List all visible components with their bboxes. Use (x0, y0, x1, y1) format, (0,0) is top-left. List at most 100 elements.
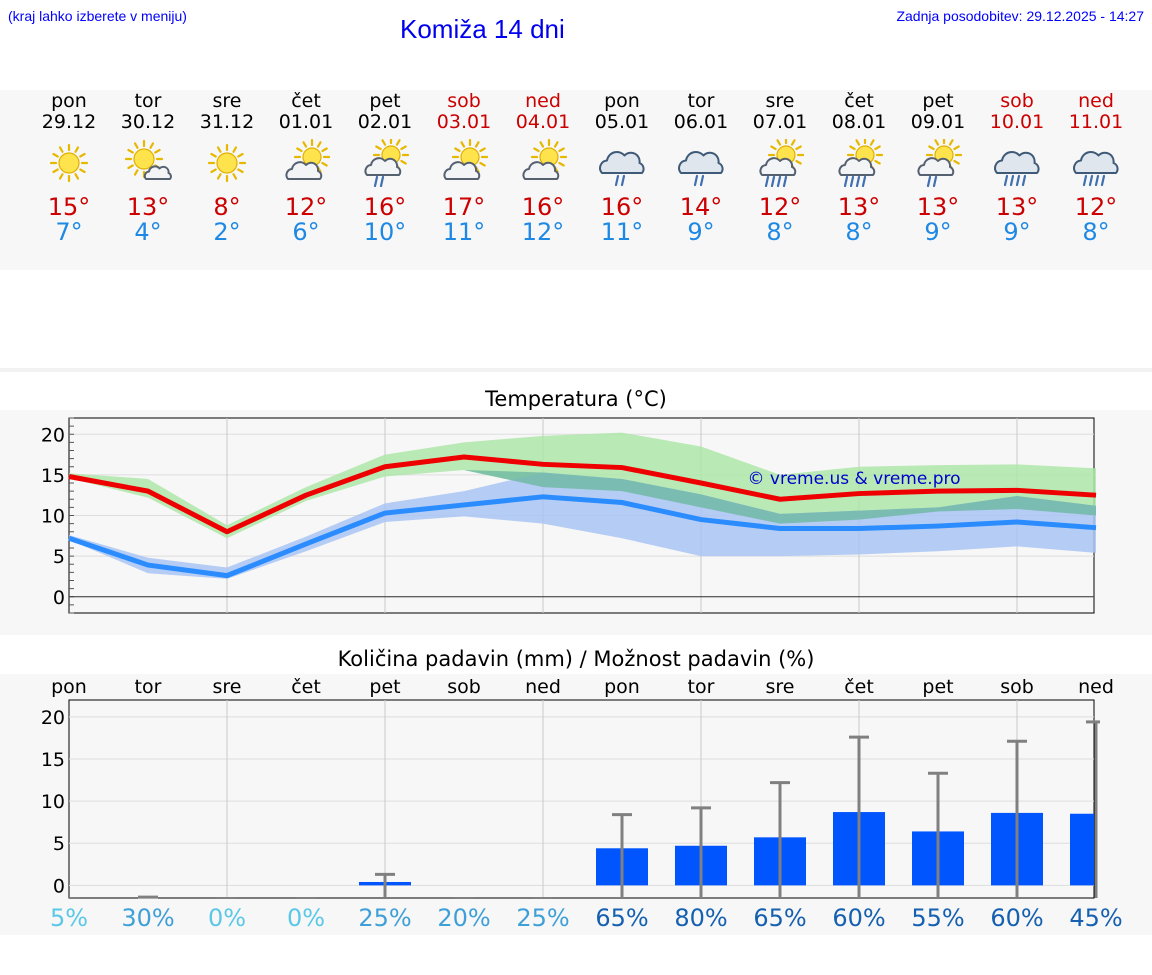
max-temperature: 12° (758, 193, 802, 221)
min-temperature: 8° (766, 218, 794, 246)
page-title: Komiža 14 dni (400, 14, 565, 44)
daily-forecast-strip: pon 29.12 15° 7° tor 30.12 13° 4° sre 31.12 8° 2° če… (0, 90, 1152, 270)
sunny-icon (207, 143, 247, 183)
temperature-chart-panel: 0 5 10 15 20 © vreme.us & vreme.pro (0, 410, 1152, 635)
max-temperature: 13° (916, 193, 960, 221)
min-temperature: 8° (1082, 218, 1110, 246)
temperature-chart: 0 5 10 15 20 © vreme.us & vreme.pro (41, 417, 1097, 614)
min-temperature: 9° (924, 218, 952, 246)
min-temperature: 6° (292, 218, 320, 246)
temperature-chart-title: Temperatura (°C) (485, 387, 667, 411)
day-name: pon (604, 90, 640, 112)
precipitation-chance: 65% (753, 904, 806, 932)
precipitation-chance: 25% (516, 904, 569, 932)
max-temperature: 16° (600, 193, 644, 221)
sunny-icon (49, 143, 89, 183)
day-name: tor (687, 90, 715, 112)
day-date: 09.01 (910, 111, 966, 133)
max-temperature: 14° (679, 193, 723, 221)
day-column: sob 03.01 17° 11° (424, 90, 504, 246)
day-column: ned 11.01 12° 8° (1056, 90, 1136, 246)
max-temperature: 13° (837, 193, 881, 221)
day-column: čet 01.01 12° 6° (266, 90, 346, 246)
day-column: tor 30.12 13° 4° (108, 90, 188, 246)
sun-cloud-heavy-rain-icon (838, 139, 883, 187)
sun-small-cloud-icon (124, 139, 172, 180)
min-temperature: 11° (600, 218, 644, 246)
precipitation-chart-panel: pon tor sre čet pet sob ned pon tor sre čet pet sob n… (0, 674, 1152, 935)
day-label: sre (213, 676, 242, 698)
location-hint[interactable]: (kraj lahko izberete v meniju) (8, 8, 187, 24)
day-label: sob (1000, 676, 1034, 698)
day-column: sre 07.01 12° 8° (740, 90, 820, 246)
precipitation-chart: pon tor sre čet pet sob ned pon tor sre čet pet sob n… (41, 676, 1123, 932)
day-name: čet (844, 90, 874, 112)
y-tick-label: 10 (41, 506, 65, 528)
precipitation-chance: 60% (990, 904, 1043, 932)
day-label: čet (291, 676, 321, 698)
sun-cloud-heavy-rain-icon (838, 139, 883, 187)
day-label: pet (922, 676, 953, 698)
divider (0, 368, 1152, 372)
day-column: pet 09.01 13° 9° (898, 90, 978, 246)
y-tick-label: 0 (53, 875, 65, 897)
y-tick-label: 5 (53, 833, 65, 855)
day-column: sre 31.12 8° 2° (187, 90, 267, 246)
cloud-rain-icon (599, 151, 645, 187)
sunny-icon (207, 143, 247, 183)
day-name: ned (1078, 90, 1114, 112)
day-label: ned (1078, 676, 1114, 698)
cloud-heavy-rain-icon (1073, 151, 1119, 187)
min-temperature: 10° (363, 218, 407, 246)
day-column: sob 10.01 13° 9° (977, 90, 1057, 246)
day-label: sob (447, 676, 481, 698)
day-date: 31.12 (199, 111, 255, 133)
min-temperature-line (68, 494, 1097, 579)
day-column: ned 04.01 16° 12° (503, 90, 583, 246)
day-column: pon 05.01 16° 11° (582, 90, 662, 246)
day-name: sob (1000, 90, 1034, 112)
y-tick-label: 20 (41, 424, 65, 446)
max-temperature: 15° (47, 193, 91, 221)
day-name: sre (765, 90, 795, 112)
day-label: sre (766, 676, 795, 698)
min-temperature: 9° (1003, 218, 1031, 246)
max-temperature: 13° (126, 193, 170, 221)
precipitation-bar (1070, 813, 1094, 886)
max-temperature: 16° (521, 193, 565, 221)
cloud-rain-icon (599, 151, 645, 187)
y-tick-label: 10 (41, 791, 65, 813)
precipitation-chance: 80% (674, 904, 727, 932)
day-date: 29.12 (41, 111, 97, 133)
sun-cloud-rain-icon (364, 139, 409, 187)
day-name: čet (291, 90, 321, 112)
day-name: pon (51, 90, 87, 112)
sun-cloud-heavy-rain-icon (759, 139, 804, 187)
day-label: pon (51, 676, 87, 698)
min-temperature: 2° (213, 218, 241, 246)
partly-cloudy-icon (443, 139, 488, 180)
y-tick-label: 5 (53, 546, 65, 568)
y-tick-label: 20 (41, 707, 65, 729)
last-updated: Zadnja posodobitev: 29.12.2025 - 14:27 (896, 8, 1144, 24)
precipitation-chart-title: Količina padavin (mm) / Možnost padavin … (337, 647, 815, 671)
max-temperature: 8° (213, 193, 241, 221)
cloud-rain-icon (678, 151, 724, 187)
sun-cloud-rain-icon (917, 139, 962, 187)
precipitation-chance: 20% (437, 904, 490, 932)
precipitation-chance: 0% (287, 904, 325, 932)
partly-cloudy-icon (522, 139, 567, 180)
sun-small-cloud-icon (124, 139, 172, 180)
max-temperature-line (68, 454, 1097, 535)
day-name: pet (369, 90, 401, 112)
day-name: ned (525, 90, 561, 112)
partly-cloudy-icon (522, 139, 567, 180)
partly-cloudy-icon (443, 139, 488, 180)
day-name: sob (447, 90, 481, 112)
sun-cloud-rain-icon (917, 139, 962, 187)
day-date: 02.01 (357, 111, 413, 133)
day-label: pon (604, 676, 640, 698)
sunny-icon (49, 143, 89, 183)
max-temperature: 12° (284, 193, 328, 221)
day-label: tor (135, 676, 162, 698)
